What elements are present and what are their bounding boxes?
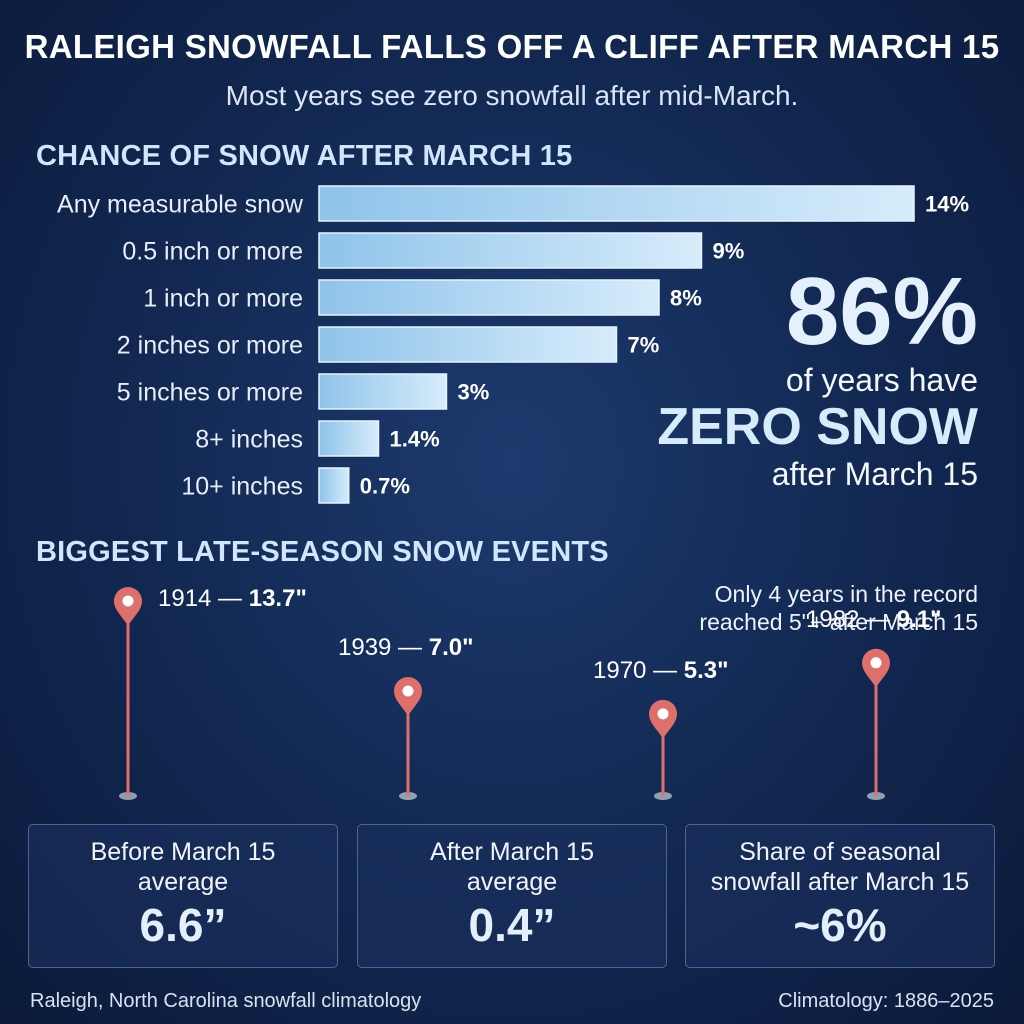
chance-chart-title: CHANCE OF SNOW AFTER MARCH 15 (36, 140, 573, 172)
bar-category-label: 5 inches or more (117, 379, 303, 407)
bar-value-label: 1.4% (390, 427, 440, 452)
page-title: RALEIGH SNOWFALL FALLS OFF A CLIFF AFTER… (24, 28, 1000, 65)
timeline-annotation-line-2: reached 5"+ after March 15 (699, 609, 978, 635)
stat-card-label: After March 15 average (358, 837, 666, 897)
bar (318, 326, 618, 363)
bar-value-label: 7% (628, 333, 660, 358)
bar-chart: Any measurable snow 14% 0.5 inch or more 9%… (57, 185, 969, 504)
stat-label-line-2: average (137, 868, 229, 896)
bar-value-label: 0.7% (360, 474, 410, 499)
callout-line-1: of years have (785, 362, 978, 398)
stat-label-line-2: average (466, 868, 558, 896)
event-label: 1939 — 7.0" (338, 634, 474, 661)
stat-card-value: ~6% (793, 899, 887, 951)
bar-category-label: Any measurable snow (57, 191, 304, 219)
stat-card-after: After March 15 average 0.4” (357, 824, 667, 968)
stat-label-line-1: Share of seasonal (739, 838, 941, 866)
stat-card-before: Before March 15 average 6.6” (28, 824, 338, 968)
bar (318, 420, 380, 457)
bar-value-label: 14% (925, 192, 969, 217)
bar-value-label: 9% (713, 239, 745, 264)
events-chart-title: BIGGEST LATE-SEASON SNOW EVENTS (36, 536, 609, 568)
bar-value-label: 8% (670, 286, 702, 311)
callout-line-3: after March 15 (771, 456, 978, 492)
callout-line-2: ZERO SNOW (657, 398, 978, 456)
bar-category-label: 0.5 inch or more (122, 238, 303, 266)
bar-category-label: 8+ inches (195, 426, 303, 454)
callout-percent: 86% (785, 258, 978, 365)
bar-category-label: 10+ inches (181, 473, 303, 501)
stat-label-line-1: After March 15 (430, 838, 594, 866)
stat-card-value: 6.6” (139, 899, 227, 951)
event-label: 1982 — 9.1" (806, 605, 942, 633)
bar (318, 467, 350, 504)
bar-category-label: 1 inch or more (143, 285, 303, 313)
stat-card-share: Share of seasonal snowfall after March 1… (685, 824, 995, 968)
event-pin-dot (870, 657, 882, 669)
event-pin-dot (402, 685, 414, 697)
bar-value-label: 3% (458, 380, 490, 405)
footer-location: Raleigh, North Carolina snowfall climato… (30, 990, 422, 1012)
zero-snow-callout: 86% of years have ZERO SNOW after March … (657, 258, 978, 493)
stat-card-label: Before March 15 average (29, 837, 337, 897)
stat-card-label: Share of seasonal snowfall after March 1… (686, 837, 994, 897)
bar (318, 279, 660, 316)
event-label: 1914 — 13.7" (158, 585, 307, 613)
event-pin-dot (657, 708, 669, 720)
footer-period: Climatology: 1886–2025 (778, 990, 994, 1012)
event-pin-dot (122, 595, 134, 607)
timeline-annotation: Only 4 years in the record reached 5"+ a… (699, 580, 978, 636)
stat-label-line-2: snowfall after March 15 (710, 868, 970, 896)
bar-category-label: 2 inches or more (117, 332, 303, 360)
page-subtitle: Most years see zero snowfall after mid-M… (225, 80, 799, 111)
stat-label-line-1: Before March 15 (90, 838, 276, 866)
stat-card-value: 0.4” (468, 899, 556, 951)
bar (318, 232, 703, 269)
timeline-chart (28, 587, 996, 800)
event-label: 1970 — 5.3" (593, 656, 729, 684)
bar (318, 373, 448, 410)
bar (318, 185, 915, 222)
timeline-annotation-line-1: Only 4 years in the record (714, 581, 978, 607)
